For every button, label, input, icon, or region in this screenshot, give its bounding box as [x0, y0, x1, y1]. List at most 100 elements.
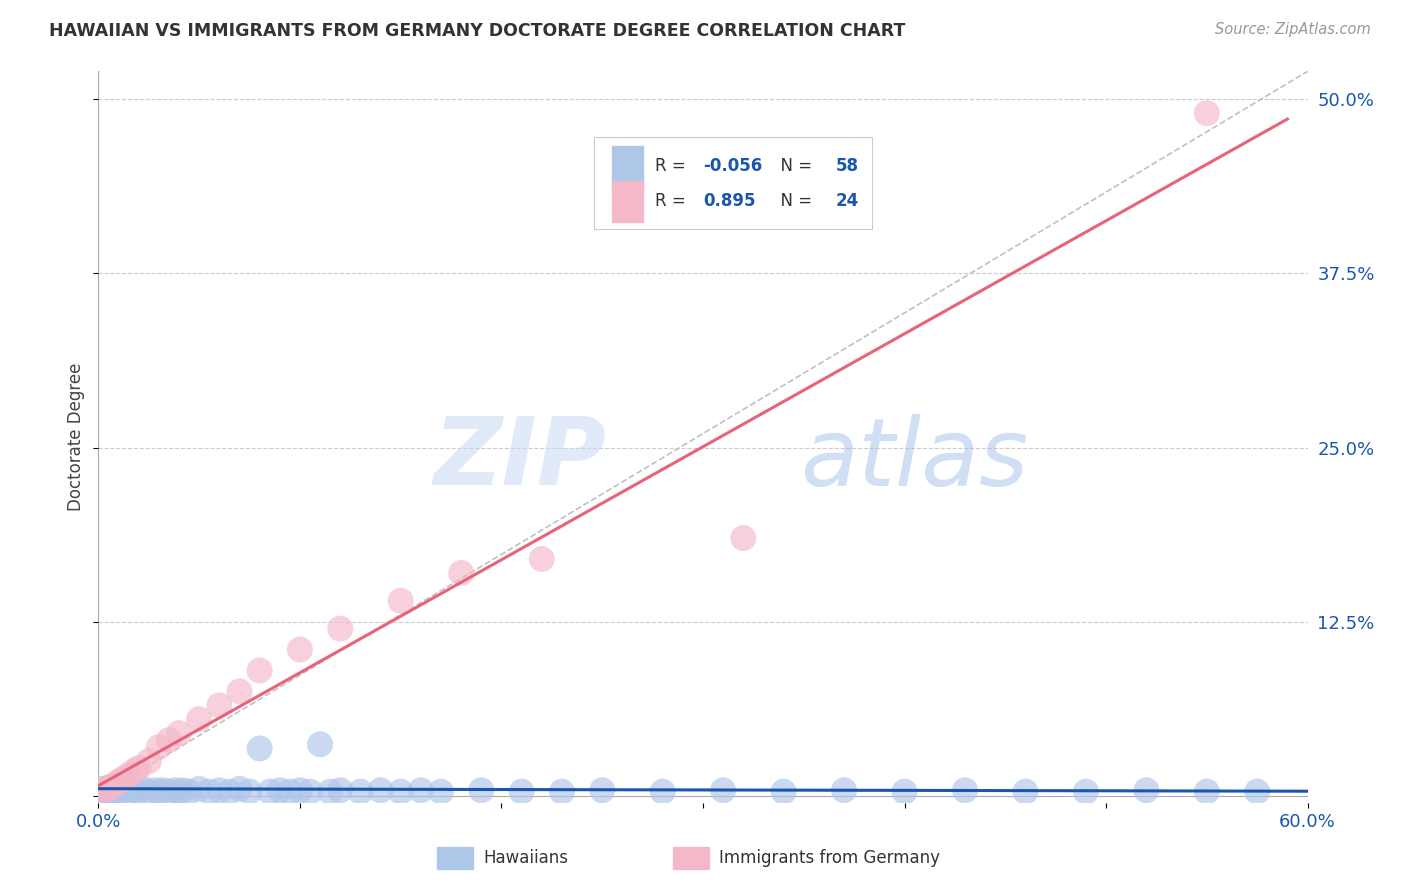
- Text: ZIP: ZIP: [433, 413, 606, 505]
- Point: [530, 552, 553, 566]
- Point: [329, 622, 352, 636]
- Point: [124, 783, 146, 797]
- Text: R =: R =: [655, 157, 690, 175]
- Point: [93, 783, 115, 797]
- Point: [100, 780, 122, 795]
- Point: [772, 785, 794, 799]
- Point: [132, 781, 155, 796]
- Point: [163, 783, 186, 797]
- Point: [953, 783, 976, 797]
- Point: [1246, 785, 1268, 799]
- Point: [450, 566, 472, 580]
- Point: [1135, 783, 1157, 797]
- Text: atlas: atlas: [800, 414, 1028, 505]
- Point: [288, 642, 311, 657]
- Point: [409, 783, 432, 797]
- Point: [138, 754, 160, 768]
- Point: [198, 785, 221, 799]
- Point: [551, 785, 574, 799]
- Point: [893, 785, 915, 799]
- Point: [96, 785, 118, 799]
- Point: [510, 785, 533, 799]
- Point: [1195, 106, 1218, 120]
- Point: [172, 783, 194, 797]
- Point: [167, 785, 190, 799]
- Point: [100, 783, 122, 797]
- Point: [218, 785, 240, 799]
- Text: R =: R =: [655, 193, 690, 211]
- Point: [239, 785, 262, 799]
- Point: [249, 741, 271, 756]
- Text: N =: N =: [769, 193, 817, 211]
- Point: [370, 783, 392, 797]
- Text: Source: ZipAtlas.com: Source: ZipAtlas.com: [1215, 22, 1371, 37]
- Point: [148, 740, 170, 755]
- Point: [103, 778, 125, 792]
- Point: [208, 783, 231, 797]
- Point: [167, 726, 190, 740]
- Bar: [613, 146, 643, 186]
- Point: [288, 783, 311, 797]
- Point: [148, 785, 170, 799]
- Point: [389, 594, 412, 608]
- Point: [97, 780, 120, 795]
- Bar: [613, 181, 643, 221]
- Point: [299, 785, 322, 799]
- Text: Hawaiians: Hawaiians: [482, 848, 568, 867]
- Point: [107, 785, 129, 799]
- Point: [118, 785, 141, 799]
- Point: [349, 785, 371, 799]
- Point: [91, 783, 114, 797]
- Point: [470, 783, 492, 797]
- Point: [96, 781, 118, 796]
- Text: Immigrants from Germany: Immigrants from Germany: [718, 848, 939, 867]
- Point: [278, 785, 301, 799]
- Point: [128, 761, 150, 775]
- Point: [430, 785, 453, 799]
- FancyBboxPatch shape: [595, 137, 872, 228]
- Point: [1074, 785, 1097, 799]
- Point: [651, 785, 673, 799]
- Point: [208, 698, 231, 713]
- Point: [179, 785, 201, 799]
- Text: 0.895: 0.895: [703, 193, 755, 211]
- Point: [832, 783, 855, 797]
- Point: [128, 785, 150, 799]
- Point: [157, 733, 180, 747]
- Point: [188, 712, 211, 726]
- Point: [111, 783, 134, 797]
- Point: [733, 531, 755, 545]
- Point: [101, 785, 124, 799]
- Bar: [437, 847, 474, 869]
- Point: [157, 785, 180, 799]
- Point: [309, 737, 332, 751]
- Point: [249, 664, 271, 678]
- Point: [259, 785, 281, 799]
- Point: [111, 772, 134, 786]
- Text: HAWAIIAN VS IMMIGRANTS FROM GERMANY DOCTORATE DEGREE CORRELATION CHART: HAWAIIAN VS IMMIGRANTS FROM GERMANY DOCT…: [49, 22, 905, 40]
- Point: [228, 781, 250, 796]
- Point: [269, 783, 291, 797]
- Point: [1195, 785, 1218, 799]
- Point: [329, 783, 352, 797]
- Point: [188, 781, 211, 796]
- Text: 58: 58: [837, 157, 859, 175]
- Text: -0.056: -0.056: [703, 157, 762, 175]
- Point: [591, 783, 613, 797]
- Point: [1014, 785, 1036, 799]
- Bar: [672, 847, 709, 869]
- Point: [138, 785, 160, 799]
- Point: [711, 783, 734, 797]
- Point: [91, 781, 114, 796]
- Point: [152, 783, 174, 797]
- Point: [143, 783, 166, 797]
- Point: [103, 781, 125, 796]
- Text: 24: 24: [837, 193, 859, 211]
- Point: [228, 684, 250, 698]
- Point: [389, 785, 412, 799]
- Point: [107, 775, 129, 789]
- Point: [124, 764, 146, 778]
- Point: [105, 783, 128, 797]
- Point: [319, 785, 342, 799]
- Point: [118, 768, 141, 782]
